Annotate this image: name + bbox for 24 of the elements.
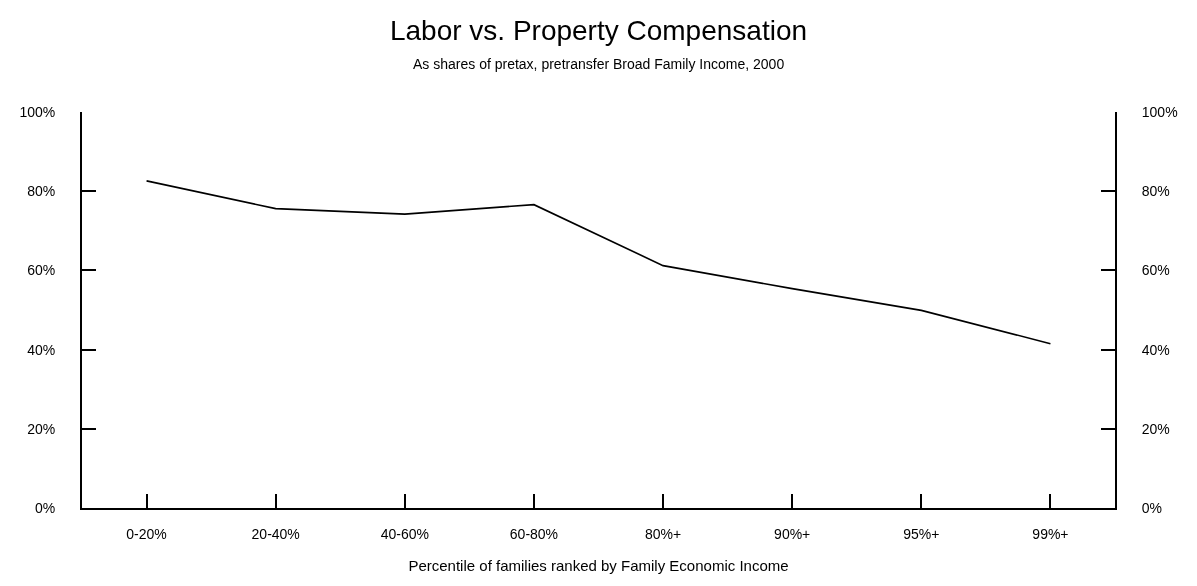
y2-tick-label: 60% bbox=[1141, 262, 1170, 279]
x-tick-label: 60-80% bbox=[509, 525, 559, 542]
x-tick-label: 99%+ bbox=[1032, 525, 1069, 542]
y-tick-label: 60% bbox=[27, 262, 56, 279]
chart-subtitle: As shares of pretax, pretransfer Broad Family Income, 2000 bbox=[413, 56, 785, 72]
x-tick-label: 80%+ bbox=[644, 525, 682, 542]
y-tick-label: 0% bbox=[34, 499, 56, 516]
y-tick-label: 40% bbox=[27, 341, 56, 358]
x-tick-label: 95%+ bbox=[903, 525, 940, 542]
y2-tick-label: 20% bbox=[1141, 420, 1170, 437]
y2-tick-label: 80% bbox=[1141, 183, 1170, 200]
y-tick-label: 20% bbox=[27, 420, 56, 437]
x-tick-label: 20-40% bbox=[251, 525, 300, 542]
x-tick-label: 90%+ bbox=[774, 525, 811, 542]
x-axis-title: Percentile of families ranked by Family Economic Income bbox=[408, 557, 789, 575]
y-tick-label: 80% bbox=[27, 183, 56, 200]
x-tick-label: 40-60% bbox=[380, 525, 429, 542]
y-tick-label: 100% bbox=[19, 103, 56, 120]
y2-tick-label: 100% bbox=[1141, 103, 1178, 120]
x-tick-label: 0-20% bbox=[126, 525, 167, 542]
y2-tick-label: 40% bbox=[1141, 341, 1170, 358]
chart-title: Labor vs. Property Compensation bbox=[389, 14, 808, 46]
y2-tick-label: 0% bbox=[1141, 499, 1163, 516]
line-series bbox=[145, 180, 1052, 345]
